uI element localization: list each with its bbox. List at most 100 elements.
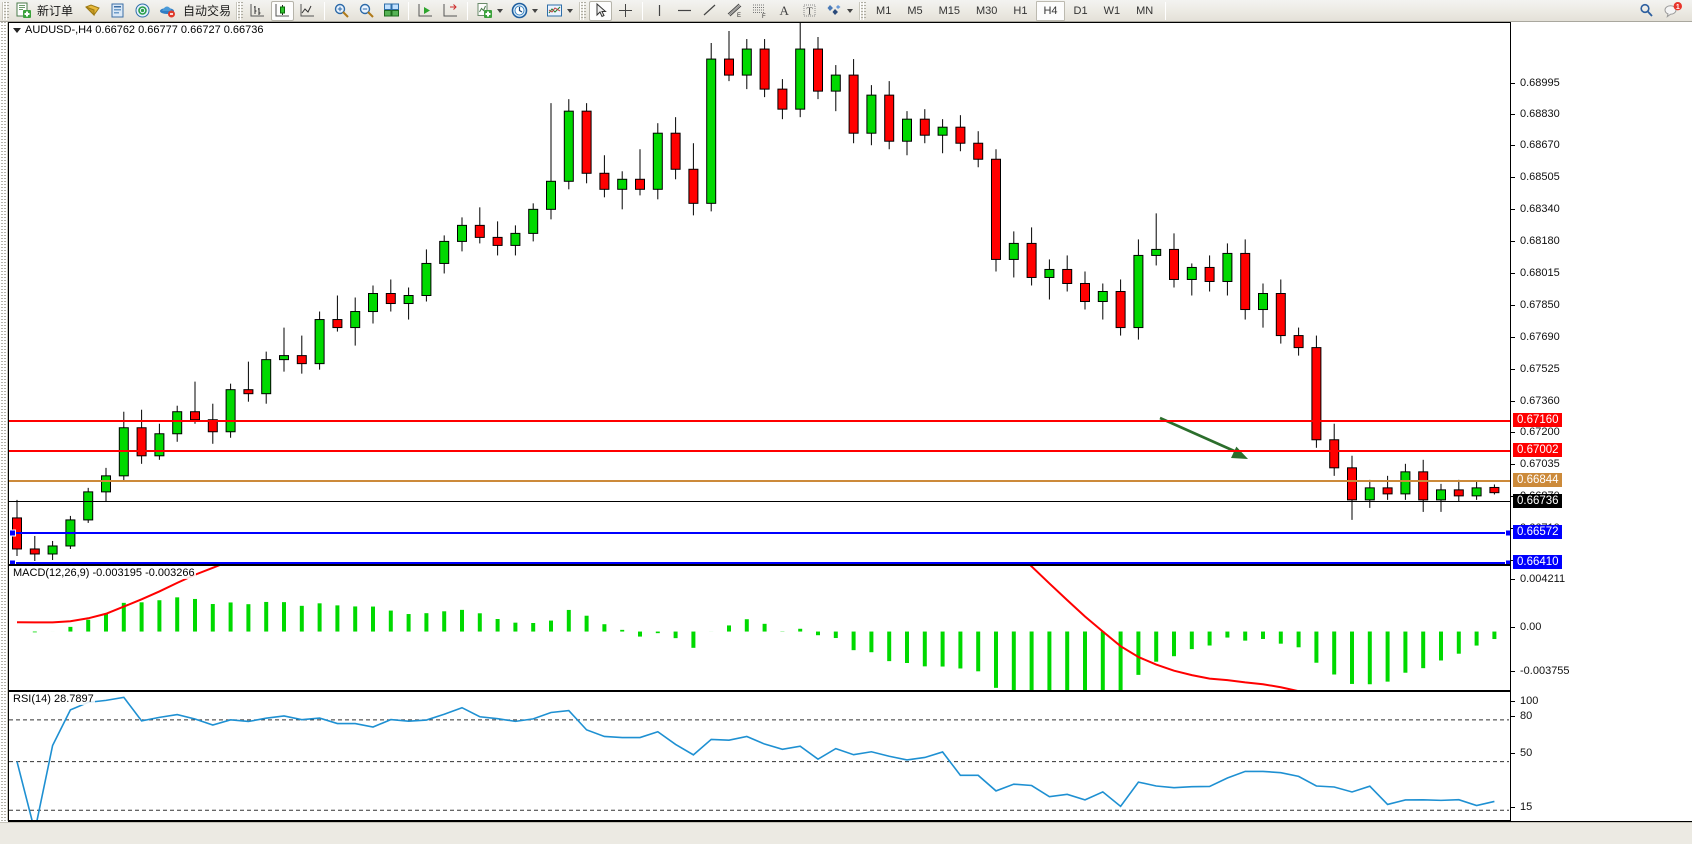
toolbar-grip-3[interactable] — [579, 1, 587, 20]
price-badge-support[interactable]: 0.66572 — [1513, 525, 1562, 539]
price-line-handle[interactable] — [1505, 529, 1510, 537]
toolbar-grip[interactable] — [2, 1, 9, 20]
price-pane[interactable]: AUDUSD-,H4 0.66762 0.66777 0.66727 0.667… — [8, 22, 1510, 565]
price-badge-support[interactable]: 0.66410 — [1513, 555, 1562, 569]
price-line-handle[interactable] — [1505, 559, 1510, 564]
candle-body — [581, 110, 592, 174]
svg-text:F: F — [762, 14, 766, 19]
price-line-handle-left[interactable] — [9, 559, 16, 564]
text-label-button[interactable]: T — [798, 1, 821, 21]
candle-body — [1489, 486, 1500, 494]
notification-button[interactable]: 1 — [1660, 1, 1686, 21]
auto-scroll-button[interactable] — [414, 1, 437, 21]
chart-drag-grip[interactable] — [0, 22, 8, 821]
zoom-out-icon — [359, 3, 374, 18]
macd-pane[interactable]: MACD(12,26,9) -0.003195 -0.003266 — [8, 565, 1510, 691]
macd-canvas[interactable] — [9, 566, 1509, 690]
tile-windows-button[interactable] — [380, 1, 403, 21]
timeframe-label: H4 — [1043, 4, 1058, 17]
candlestick-chart-icon — [275, 4, 290, 17]
search-button[interactable] — [1635, 1, 1658, 21]
chevron-down-icon-4[interactable] — [847, 8, 854, 13]
candle-body — [350, 311, 361, 329]
zoom-in-icon — [334, 3, 349, 18]
vertical-line-button[interactable] — [648, 1, 671, 21]
price-line-current[interactable] — [9, 501, 1510, 502]
price-tick: 0.67690 — [1511, 331, 1560, 343]
toolbar-grip-2[interactable] — [236, 1, 244, 20]
macd-signal-line — [16, 566, 1298, 690]
price-badge-support[interactable]: 0.66844 — [1513, 473, 1562, 487]
price-line-resistance[interactable] — [9, 420, 1510, 422]
timeframe-label: D1 — [1073, 4, 1088, 17]
candlestick-chart-button[interactable] — [271, 0, 295, 21]
price-badge-resistance[interactable]: 0.67002 — [1513, 443, 1562, 457]
chevron-down-icon-2[interactable] — [532, 8, 539, 13]
timeframe-h4-button[interactable]: H4 — [1036, 0, 1065, 21]
shapes-button[interactable] — [823, 1, 856, 21]
text-button[interactable]: A — [773, 1, 796, 21]
timeframe-h1-button[interactable]: H1 — [1006, 1, 1034, 21]
price-badge-resistance[interactable]: 0.67160 — [1513, 413, 1562, 427]
candle-body — [652, 132, 663, 190]
price-axis[interactable]: 0.68995 0.68830 0.68670 0.68505 0.68340 0.681… — [1510, 22, 1692, 821]
timeframe-m5-button[interactable]: M5 — [900, 1, 929, 21]
candle-body — [884, 94, 895, 142]
rsi-pane[interactable]: RSI(14) 28.7897 — [8, 691, 1510, 821]
expert-advisor-button[interactable] — [81, 1, 104, 21]
price-line-support[interactable] — [9, 559, 1510, 564]
timeframe-w1-button[interactable]: W1 — [1097, 1, 1128, 21]
rsi-canvas[interactable] — [9, 692, 1509, 820]
toolbar-grip-4[interactable] — [859, 1, 867, 20]
candle-body — [243, 389, 254, 395]
cursor-button[interactable] — [589, 0, 613, 21]
trendline-button[interactable] — [698, 1, 721, 21]
rsi-line — [16, 696, 1495, 820]
periods-button[interactable] — [508, 1, 541, 21]
navigator-button[interactable] — [131, 1, 154, 21]
equidistant-channel-button[interactable]: E — [723, 1, 746, 21]
price-tick: 0.68670 — [1511, 139, 1560, 151]
candle-body — [1080, 282, 1090, 303]
toolbar-separator-4 — [642, 1, 644, 20]
macd-label: MACD(12,26,9) -0.003195 -0.003266 — [12, 567, 196, 579]
indicators-button[interactable] — [473, 1, 506, 21]
new-order-button[interactable]: 新订单 — [12, 1, 79, 21]
candlestick-canvas[interactable] — [9, 23, 1509, 564]
price-badge-current[interactable]: 0.66736 — [1513, 494, 1562, 508]
crosshair-button[interactable] — [614, 1, 637, 21]
chart-menu-caret-icon[interactable] — [13, 27, 21, 33]
bar-chart-button[interactable] — [246, 1, 269, 21]
horizontal-line-button[interactable] — [673, 1, 696, 21]
price-line-handle-left[interactable] — [9, 529, 16, 537]
chart-shift-button[interactable] — [439, 1, 462, 21]
templates-button[interactable] — [543, 1, 576, 21]
candle-body — [190, 411, 200, 421]
timeframe-m30-button[interactable]: M30 — [969, 1, 1004, 21]
timeframe-mn-button[interactable]: MN — [1129, 1, 1160, 21]
fibonacci-button[interactable]: F — [748, 1, 771, 21]
candle-body — [563, 110, 574, 182]
candle-body — [368, 293, 378, 313]
data-window-button[interactable] — [106, 1, 129, 21]
price-line-support[interactable] — [9, 529, 1510, 537]
price-line-resistance[interactable] — [9, 450, 1510, 452]
price-line-support[interactable] — [9, 480, 1510, 482]
chevron-down-icon-3[interactable] — [567, 8, 574, 13]
candle-body — [29, 548, 40, 555]
zoom-out-button[interactable] — [355, 1, 378, 21]
price-tick: 0.68505 — [1511, 171, 1560, 183]
templates-icon — [547, 4, 563, 17]
timeframe-m1-button[interactable]: M1 — [869, 1, 898, 21]
channel-icon: E — [727, 3, 742, 19]
symbol-ohlc-label: AUDUSD-,H4 0.66762 0.66777 0.66727 0.667… — [12, 24, 265, 36]
chevron-down-icon[interactable] — [497, 8, 504, 13]
zoom-in-button[interactable] — [330, 1, 353, 21]
timeframe-d1-button[interactable]: D1 — [1067, 1, 1095, 21]
auto-trading-button[interactable] — [156, 1, 179, 21]
line-chart-button[interactable] — [296, 1, 319, 21]
candle-body — [1364, 487, 1375, 501]
data-window-icon — [111, 3, 124, 18]
candle-body — [795, 48, 806, 110]
timeframe-m15-button[interactable]: M15 — [932, 1, 967, 21]
